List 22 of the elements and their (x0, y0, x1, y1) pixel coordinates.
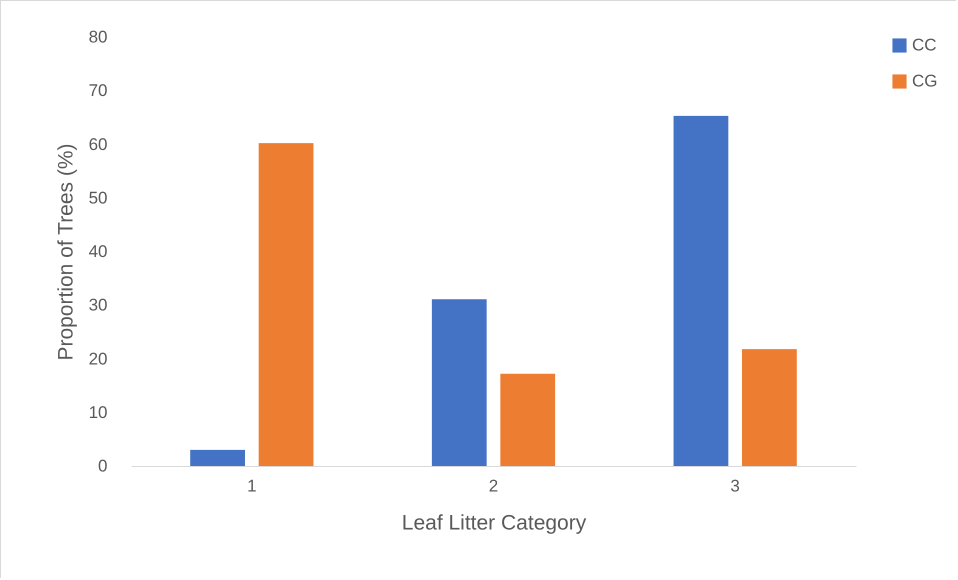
x-tick-label: 1 (247, 476, 257, 496)
y-tick-label: 10 (88, 402, 108, 422)
y-tick-label: 0 (98, 456, 108, 476)
y-tick-label: 50 (88, 188, 108, 208)
bar (190, 450, 245, 466)
bar (742, 349, 797, 466)
bar (258, 143, 314, 466)
y-tick-label: 60 (88, 134, 108, 154)
bar (432, 299, 487, 466)
bar (500, 374, 556, 466)
x-axis-title: Leaf Litter Category (402, 512, 587, 534)
x-tick-label: 3 (730, 476, 740, 496)
y-tick-label: 20 (88, 349, 108, 368)
y-tick-label: 70 (88, 81, 108, 100)
legend-label: CG (912, 72, 938, 90)
y-tick-label: 80 (88, 28, 108, 46)
y-tick-label: 40 (88, 242, 108, 261)
x-tick-label: 2 (488, 476, 498, 496)
legend-label: CC (912, 36, 937, 54)
bar (674, 116, 728, 466)
y-tick-label: 30 (88, 296, 108, 315)
y-axis-title: Proportion of Trees (%) (54, 143, 78, 361)
